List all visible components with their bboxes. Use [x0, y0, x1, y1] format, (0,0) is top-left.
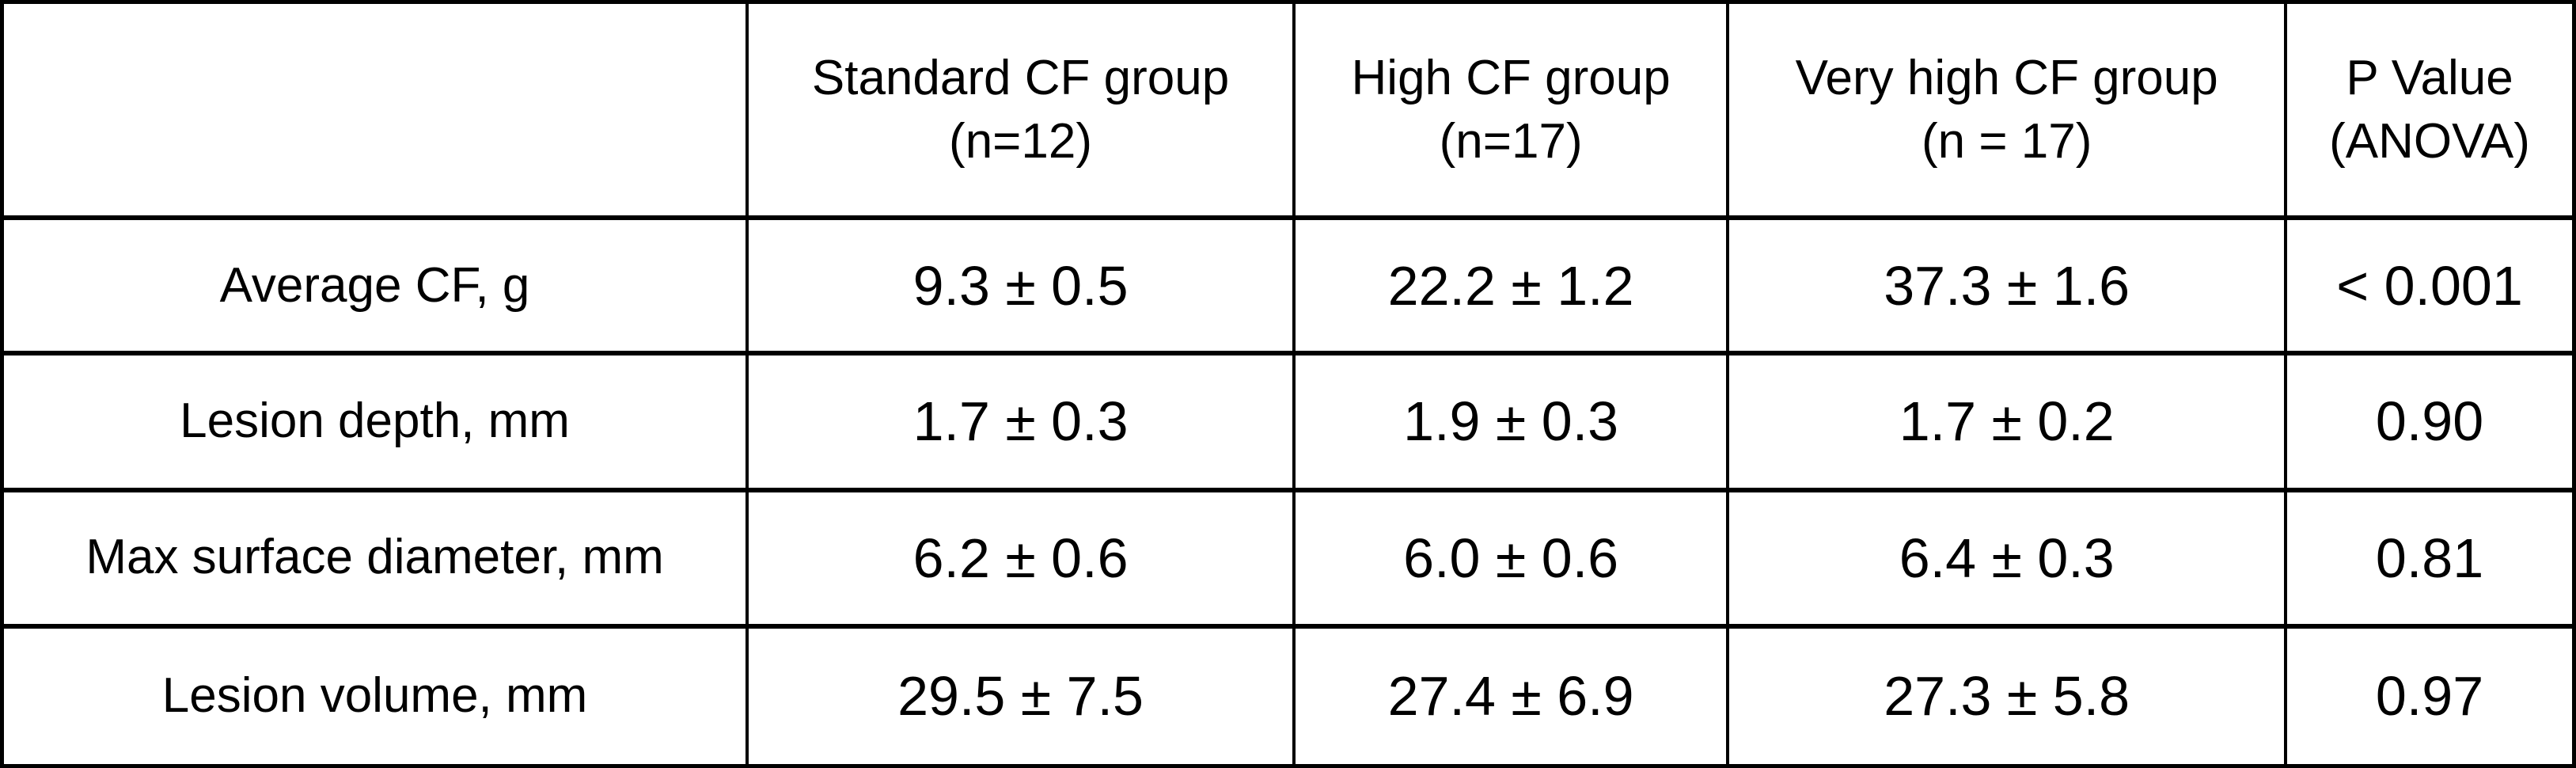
value-max-diameter-high: 6.0 ± 0.6 — [1295, 492, 1730, 629]
col-header-label: High CF group — [1351, 51, 1671, 106]
value-max-diameter-very-high: 6.4 ± 0.3 — [1729, 492, 2288, 629]
col-header-n-count: (n = 17) — [1921, 113, 2092, 169]
col-header-anova: (ANOVA) — [2329, 113, 2530, 169]
col-header-p-value: P Value (ANOVA) — [2287, 4, 2572, 221]
p-value-lesion-volume: 0.97 — [2375, 665, 2484, 728]
col-header-very-high-cf-group: Very high CF group (n = 17) — [1729, 4, 2288, 221]
value-lesion-depth-very-high: 1.7 ± 0.2 — [1729, 355, 2288, 492]
value-lesion-depth-standard: 1.7 ± 0.3 — [749, 355, 1296, 492]
col-header-n-count: (n=17) — [1439, 113, 1583, 169]
p-value-average-cf: < 0.001 — [2287, 220, 2572, 356]
row-label-lesion-depth: Lesion depth, mm — [4, 355, 749, 492]
value-lesion-volume-standard: 29.5 ± 7.5 — [749, 628, 1296, 764]
col-header-high-cf-group: High CF group (n=17) — [1295, 4, 1730, 221]
col-header-label: P Value — [2346, 51, 2513, 106]
col-header-n-count: (n=12) — [949, 113, 1092, 169]
value-max-diameter-standard: 6.2 ± 0.6 — [749, 492, 1296, 629]
value-lesion-volume-very-high: 27.3 ± 5.8 — [1729, 628, 2288, 764]
p-value-max-diameter: 0.81 — [2287, 492, 2572, 629]
row-label-average-cf: Average CF, g — [4, 220, 749, 356]
value-lesion-depth-high: 1.9 ± 0.3 — [1295, 355, 1730, 492]
col-header-label: Very high CF group — [1795, 51, 2218, 106]
p-value-lesion-depth: 0.90 — [2287, 355, 2572, 492]
value-lesion-volume-high: 27.4 ± 6.9 — [1296, 628, 1730, 764]
corner-empty-cell — [4, 4, 749, 221]
value-average-cf-very-high: 37.3 ± 1.6 — [1729, 220, 2288, 356]
value-average-cf-high: 22.2 ± 1.2 — [1295, 220, 1730, 356]
col-header-standard-cf-group: Standard CF group (n=12) — [749, 4, 1296, 221]
value-average-cf-standard: 9.3 ± 0.5 — [749, 220, 1296, 356]
row-label-max-surface-diameter: Max surface diameter, mm — [4, 492, 749, 629]
col-header-label: Standard CF group — [811, 51, 1230, 106]
row-label-lesion-volume: Lesion volume, mm — [4, 628, 749, 764]
